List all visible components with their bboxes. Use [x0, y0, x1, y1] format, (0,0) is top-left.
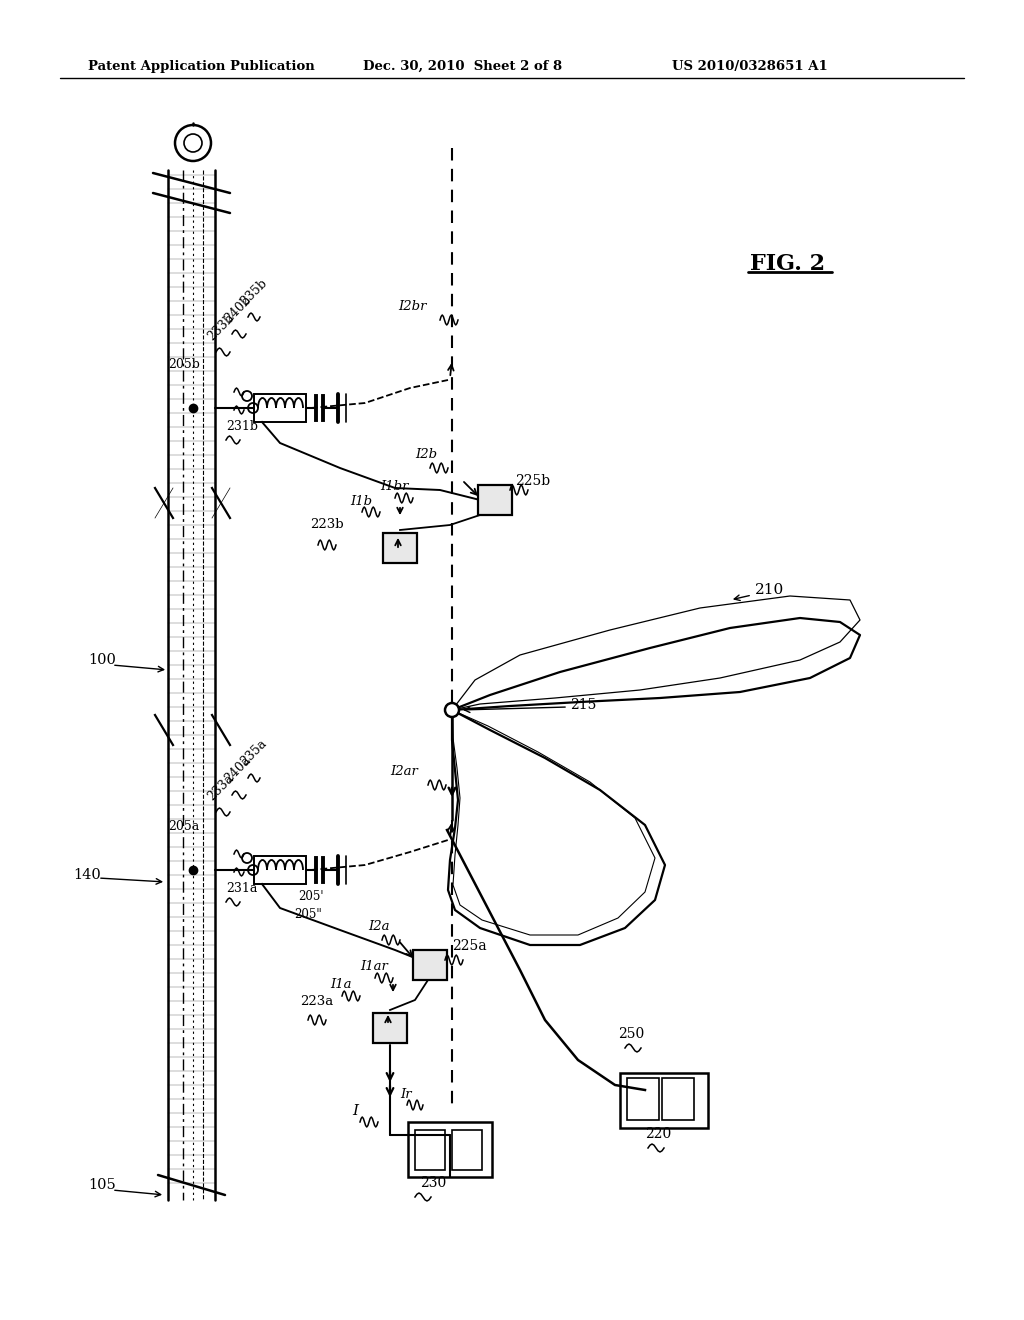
Bar [408, 1122, 492, 1177]
Text: Ir: Ir [400, 1088, 412, 1101]
Text: 215: 215 [570, 698, 596, 711]
Text: Patent Application Publication: Patent Application Publication [88, 59, 314, 73]
Bar [627, 1078, 659, 1119]
Bar [662, 1078, 694, 1119]
Text: 233a: 233a [205, 772, 237, 803]
Text: 140: 140 [73, 869, 100, 882]
Text: Dec. 30, 2010  Sheet 2 of 8: Dec. 30, 2010 Sheet 2 of 8 [362, 59, 562, 73]
Bar [254, 855, 306, 884]
Text: I2ar: I2ar [390, 766, 418, 777]
Text: 240b: 240b [222, 293, 254, 325]
Text: 235b: 235b [238, 276, 269, 308]
Bar [383, 533, 417, 564]
Bar [415, 1130, 445, 1170]
Text: 235a: 235a [238, 737, 269, 768]
Text: 223a: 223a [300, 995, 333, 1008]
Text: I2a: I2a [368, 920, 389, 933]
Bar [254, 393, 306, 422]
Text: FIG. 2: FIG. 2 [750, 253, 825, 275]
Bar [373, 1012, 407, 1043]
Circle shape [445, 704, 459, 717]
Text: 105: 105 [88, 1177, 116, 1192]
Text: 233b: 233b [205, 312, 237, 343]
Text: 205": 205" [294, 908, 322, 921]
Text: 205b: 205b [168, 358, 200, 371]
Text: 210: 210 [755, 583, 784, 597]
Text: I1ar: I1ar [360, 960, 388, 973]
Text: I1b: I1b [350, 495, 372, 508]
Text: 231a: 231a [226, 882, 257, 895]
Text: I: I [352, 1104, 358, 1118]
Text: 205a: 205a [168, 820, 200, 833]
Text: 223b: 223b [310, 517, 344, 531]
Text: 231b: 231b [226, 420, 258, 433]
Bar [452, 1130, 482, 1170]
Text: 250: 250 [618, 1027, 644, 1041]
Text: I2br: I2br [398, 300, 427, 313]
Text: 240a: 240a [222, 754, 253, 785]
Text: US 2010/0328651 A1: US 2010/0328651 A1 [672, 59, 827, 73]
Text: 220: 220 [645, 1127, 672, 1140]
Text: I1a: I1a [330, 978, 351, 991]
Text: 225b: 225b [515, 474, 550, 488]
Text: 225a: 225a [452, 939, 486, 953]
Text: 230: 230 [420, 1176, 446, 1191]
Text: 205': 205' [298, 890, 324, 903]
Text: I2b: I2b [415, 447, 437, 461]
Text: I1br: I1br [380, 480, 409, 492]
Bar [413, 950, 447, 979]
Bar [478, 484, 512, 515]
Bar [620, 1073, 708, 1129]
Text: 100: 100 [88, 653, 116, 667]
